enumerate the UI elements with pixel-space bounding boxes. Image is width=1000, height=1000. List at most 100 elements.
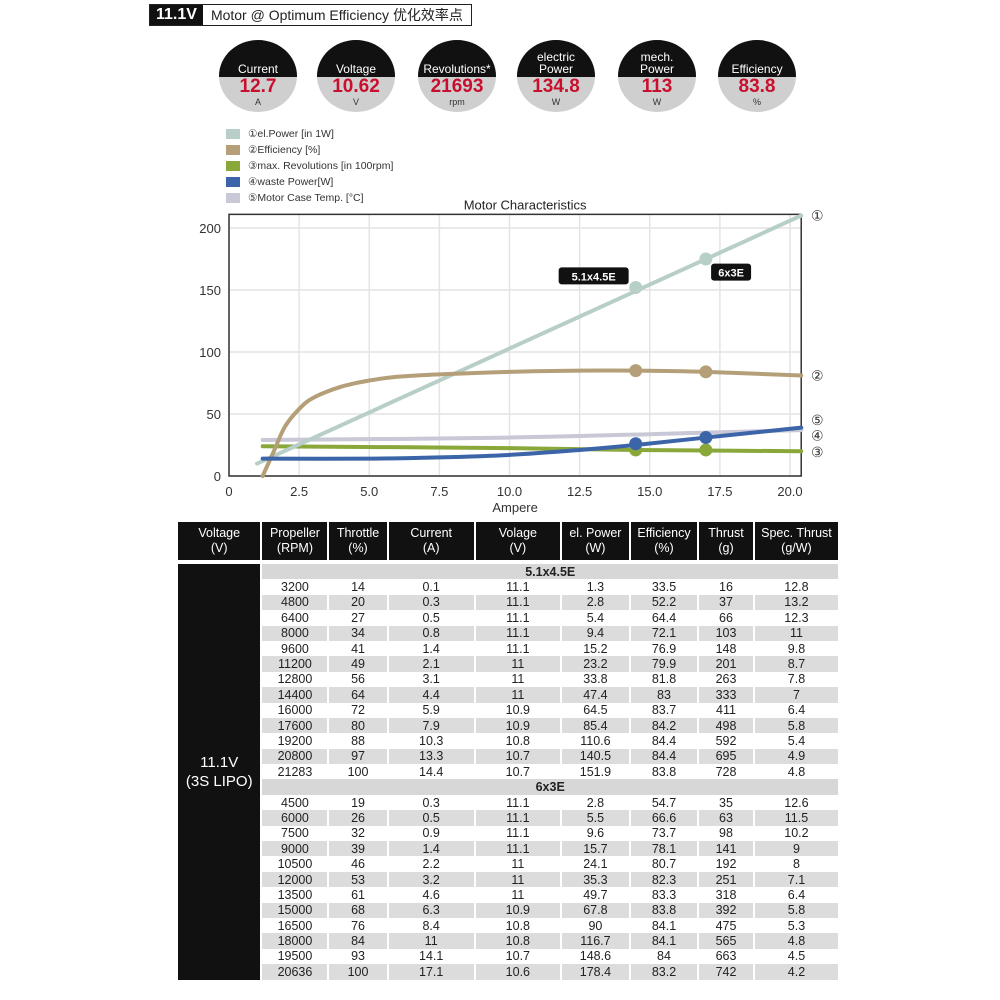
y-tick-label: 150 bbox=[199, 283, 221, 298]
table-cell: 84.4 bbox=[628, 748, 699, 765]
table-row: 13500 61 4.6 11 49.7 83.3 318 6.4 bbox=[178, 887, 838, 903]
x-tick-label: 5.0 bbox=[360, 484, 378, 499]
table-cell: 11.5 bbox=[752, 810, 838, 826]
legend-swatch bbox=[226, 161, 240, 171]
table-cell: 83.2 bbox=[628, 964, 699, 980]
table-cell: 98 bbox=[697, 825, 754, 842]
table-cell: 5.4 bbox=[559, 610, 630, 626]
series-marker-2 bbox=[699, 365, 713, 379]
table-cell: 263 bbox=[697, 671, 754, 688]
legend-item: ⑤Motor Case Temp. [°C] bbox=[226, 190, 393, 206]
series-line-1 bbox=[255, 213, 804, 466]
table-cell: 16500 bbox=[260, 917, 329, 934]
legend-swatch bbox=[226, 145, 240, 155]
table-row: 12800 56 3.1 11 33.8 81.8 263 7.8 bbox=[178, 671, 838, 688]
table-cell: 333 bbox=[697, 687, 754, 703]
table-cell: 5.4 bbox=[752, 733, 838, 749]
column-header-unit: (A) bbox=[422, 541, 440, 555]
table-cell: 100 bbox=[327, 764, 388, 780]
table-cell: 475 bbox=[697, 917, 754, 934]
legend-item: ②Efficiency [%] bbox=[226, 142, 393, 158]
gauge-value: 12.7 bbox=[239, 76, 277, 97]
x-tick-label: 15.0 bbox=[637, 484, 662, 499]
table-cell: 6400 bbox=[260, 610, 329, 626]
table-cell: 5.5 bbox=[559, 810, 630, 826]
table-cell: 88 bbox=[327, 733, 388, 749]
table-cell: 81.8 bbox=[628, 671, 699, 688]
gauge-efficiency: Efficiency 83.8% bbox=[718, 40, 796, 112]
table-cell: 83.8 bbox=[628, 902, 699, 918]
gauge-label: mech. Power bbox=[618, 40, 696, 77]
column-header: Current (A) bbox=[386, 522, 475, 560]
table-cell: 4.9 bbox=[752, 748, 838, 765]
table-cell: 15.7 bbox=[559, 841, 630, 857]
series-end-label: ④ bbox=[811, 428, 824, 444]
table-cell: 19 bbox=[327, 794, 388, 811]
table-cell: 19500 bbox=[260, 948, 329, 965]
table-cell: 3200 bbox=[260, 579, 329, 595]
series-end-label: ③ bbox=[811, 444, 824, 460]
table-cell: 84.2 bbox=[628, 717, 699, 734]
table-cell: 2.8 bbox=[559, 594, 630, 611]
table-cell: 9600 bbox=[260, 640, 329, 657]
table-cell: 7 bbox=[752, 687, 838, 703]
y-tick-label: 100 bbox=[199, 345, 221, 360]
table-cell: 17600 bbox=[260, 717, 329, 734]
table-cell: 6.3 bbox=[386, 902, 475, 918]
column-header-unit: (W) bbox=[585, 541, 606, 555]
gauge-value: 113 bbox=[641, 76, 673, 97]
voltage-value: 11.1V bbox=[200, 753, 239, 771]
table-cell: 7.9 bbox=[386, 717, 475, 734]
x-tick-label: 0 bbox=[225, 484, 232, 499]
table-cell: 565 bbox=[697, 933, 754, 949]
title-box: 11.1V Motor @ Optimum Efficiency 优化效率点 bbox=[149, 4, 472, 26]
table-cell: 12000 bbox=[260, 871, 329, 888]
table-cell: 18000 bbox=[260, 933, 329, 949]
table-cell: 148 bbox=[697, 640, 754, 657]
table-cell: 33.5 bbox=[628, 579, 699, 595]
x-tick-label: 17.5 bbox=[707, 484, 732, 499]
series-marker-4 bbox=[699, 431, 713, 445]
table-cell: 10.2 bbox=[752, 825, 838, 842]
table-cell: 11 bbox=[473, 687, 561, 703]
gauge-mech-power: mech. Power 113 W bbox=[618, 40, 696, 112]
table-cell: 10.9 bbox=[473, 702, 561, 718]
table-cell: 10500 bbox=[260, 856, 329, 872]
table-cell: 11.1 bbox=[473, 594, 561, 611]
annotation-box bbox=[711, 263, 752, 281]
table-cell: 24.1 bbox=[559, 856, 630, 872]
table-cell: 5.9 bbox=[386, 702, 475, 718]
table-cell: 39 bbox=[327, 841, 388, 857]
series-line-3 bbox=[260, 444, 804, 454]
column-header-name: Propeller bbox=[269, 526, 320, 540]
table-row: 15000 68 6.3 10.9 67.8 83.8 392 5.8 bbox=[178, 902, 838, 918]
table-cell: 10.8 bbox=[473, 933, 561, 949]
table-header-row: Voltage (V) Propeller (RPM) Throttle (%) Curre… bbox=[178, 522, 838, 560]
table-row: 4800 20 0.3 11.1 2.8 52.2 37 13.2 bbox=[178, 594, 838, 611]
table-cell: 73.7 bbox=[628, 825, 699, 842]
table-cell: 695 bbox=[697, 748, 754, 765]
table-row: 7500 32 0.9 11.1 9.6 73.7 98 10.2 bbox=[178, 825, 838, 842]
plot-frame bbox=[228, 213, 802, 477]
table-row: 17600 80 7.9 10.9 85.4 84.2 498 5.8 bbox=[178, 717, 838, 734]
table-cell: 80.7 bbox=[628, 856, 699, 872]
table-cell: 11.1 bbox=[473, 610, 561, 626]
series-end-label: ① bbox=[811, 208, 824, 224]
table-cell: 4800 bbox=[260, 594, 329, 611]
table-cell: 84.4 bbox=[628, 733, 699, 749]
series-marker-1 bbox=[629, 281, 643, 295]
table-cell: 84 bbox=[628, 948, 699, 965]
x-axis-label: Ampere bbox=[492, 500, 538, 515]
table-cell: 4.6 bbox=[386, 887, 475, 903]
table-cell: 33.8 bbox=[559, 671, 630, 688]
legend-item: ③max. Revolutions [in 100rpm] bbox=[226, 158, 393, 174]
gauge-value: 21693 bbox=[430, 76, 484, 97]
table-cell: 4.2 bbox=[752, 964, 838, 980]
table-cell: 34 bbox=[327, 625, 388, 641]
column-header: Propeller (RPM) bbox=[260, 522, 329, 560]
table-cell: 3.2 bbox=[386, 871, 475, 888]
table-cell: 54.7 bbox=[628, 794, 699, 811]
table-row: 6400 27 0.5 11.1 5.4 64.4 66 12.3 bbox=[178, 610, 838, 626]
column-header: el. Power (W) bbox=[559, 522, 630, 560]
table-cell: 11 bbox=[473, 856, 561, 872]
